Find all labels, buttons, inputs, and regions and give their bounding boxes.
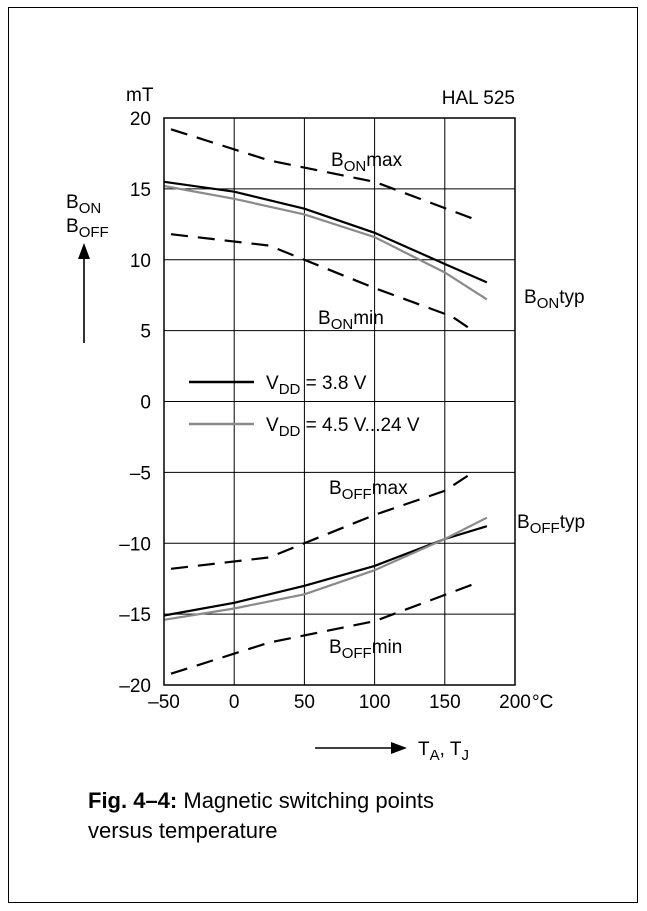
y-tick-label: 5 — [140, 322, 151, 343]
y-tick-label: –20 — [119, 676, 151, 697]
legend-label: VDD = 4.5 V...24 V — [266, 415, 420, 440]
y-axis-label-boff: BOFF — [66, 216, 109, 241]
y-tick-label: –15 — [119, 605, 151, 626]
figure-caption-line2: versus temperature — [88, 816, 278, 846]
x-unit-label: °C — [532, 692, 553, 713]
x-tick-label: 200 — [499, 692, 531, 713]
grid — [164, 118, 515, 685]
y-axis-label-bon: BON — [66, 192, 101, 217]
series-line — [171, 129, 473, 218]
series-line — [171, 584, 473, 673]
series-label: BONmin — [318, 308, 384, 333]
chart-title: HAL 525 — [442, 88, 515, 109]
series-line — [164, 182, 487, 283]
x-tick-label: 0 — [229, 692, 240, 713]
y-tick-label: 15 — [130, 180, 151, 201]
series-label: BOFFmax — [329, 478, 408, 503]
figure-caption-label: Fig. 4–4: — [88, 788, 177, 813]
series-line — [164, 186, 487, 299]
y-tick-label: 10 — [130, 251, 151, 272]
legend-label: VDD = 3.8 V — [266, 373, 367, 398]
y-axis-arrow-head — [78, 243, 90, 259]
figure-caption-line1: Fig. 4–4: Magnetic switching points — [88, 786, 434, 816]
figure-caption-text: Magnetic switching points — [177, 788, 434, 813]
y-tick-label: –5 — [130, 463, 151, 484]
x-tick-label: –50 — [148, 692, 180, 713]
x-tick-label: 50 — [294, 692, 315, 713]
x-tick-label: 100 — [359, 692, 391, 713]
y-unit-label: mT — [126, 85, 154, 106]
series-label: BONtyp — [524, 287, 585, 312]
series-label: BOFFtyp — [517, 512, 585, 537]
series-line — [171, 472, 473, 568]
series-label: BOFFmin — [329, 637, 402, 662]
x-axis-label: TA, TJ — [418, 739, 469, 764]
series-line — [164, 518, 487, 620]
y-tick-label: 20 — [130, 109, 151, 130]
x-axis-arrow-head — [391, 742, 407, 754]
series-line — [164, 526, 487, 615]
x-tick-label: 150 — [429, 692, 461, 713]
series-label: BONmax — [331, 150, 403, 175]
y-tick-label: –10 — [119, 534, 151, 555]
y-tick-label: 0 — [140, 393, 151, 414]
